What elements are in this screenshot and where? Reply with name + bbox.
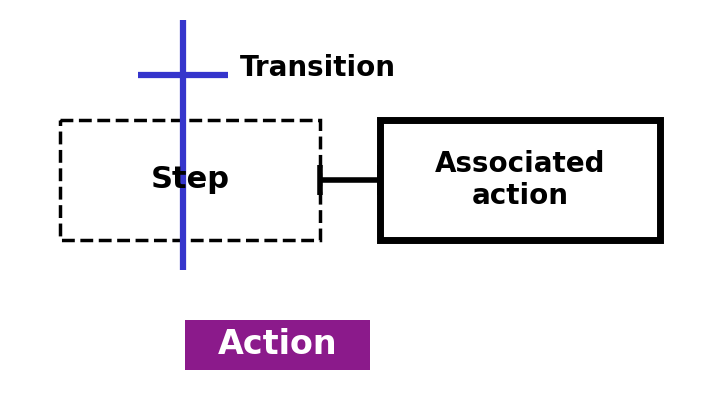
Text: Step: Step xyxy=(151,166,230,195)
Text: Action: Action xyxy=(218,328,337,361)
FancyBboxPatch shape xyxy=(60,120,320,240)
Text: Associated
action: Associated action xyxy=(435,150,605,210)
FancyBboxPatch shape xyxy=(380,120,660,240)
Text: Transition: Transition xyxy=(240,54,396,82)
FancyBboxPatch shape xyxy=(185,320,370,370)
